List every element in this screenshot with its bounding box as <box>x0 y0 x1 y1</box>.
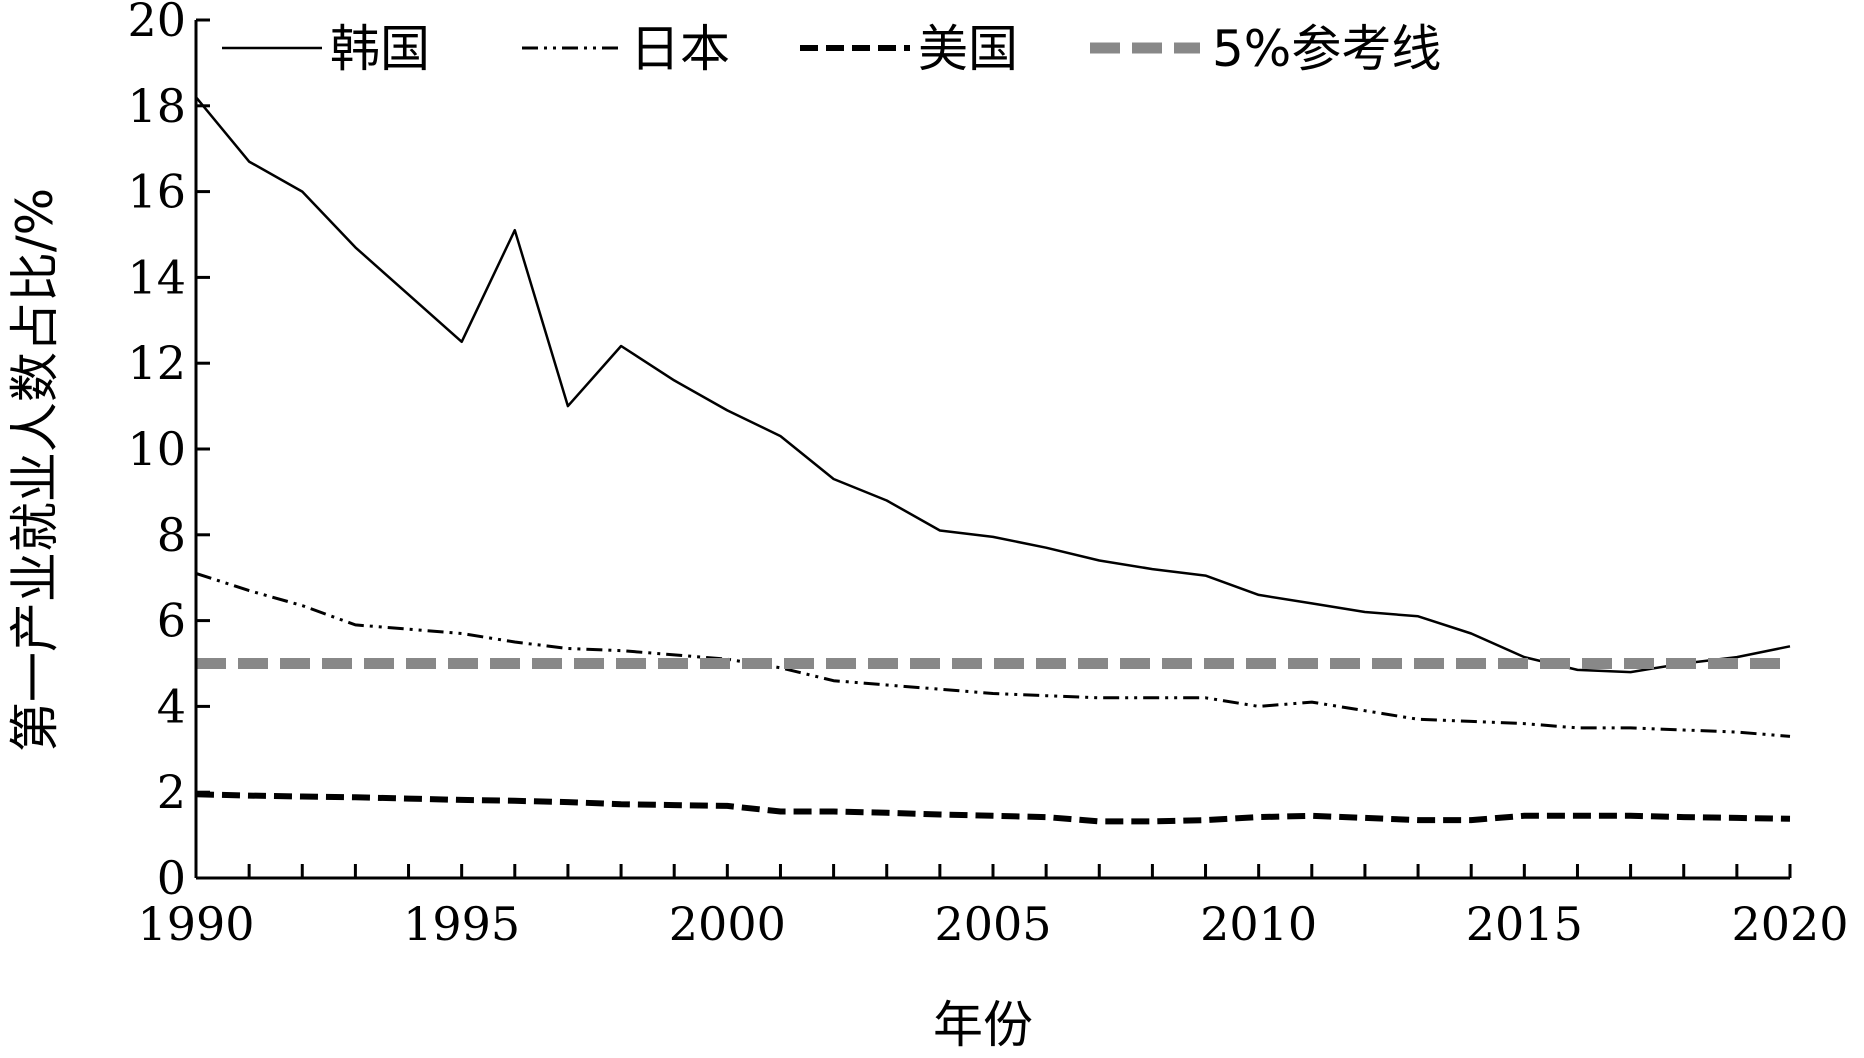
legend-label-1: 日本 <box>630 20 730 78</box>
y-tick-label: 10 <box>127 422 186 476</box>
x-tick-label: 2010 <box>1200 897 1317 951</box>
legend: 韩国 日本 美国 5%参考线 <box>222 20 1441 78</box>
x-tick-label: 2015 <box>1466 897 1583 951</box>
y-axis-title: 第一产业就业人数占比/% <box>6 188 64 752</box>
legend-label-2: 美国 <box>918 20 1018 78</box>
legend-label-0: 韩国 <box>330 20 430 78</box>
x-tick-label: 2000 <box>669 897 786 951</box>
y-tick-label: 4 <box>157 679 186 733</box>
y-tick-label: 20 <box>127 0 186 47</box>
y-tick-label: 16 <box>127 165 186 219</box>
y-tick-label: 0 <box>157 851 186 905</box>
x-tick-label: 1990 <box>137 897 254 951</box>
series-line-1 <box>195 571 1791 738</box>
series-line-2 <box>195 791 1791 825</box>
y-tick-label: 18 <box>127 79 186 133</box>
x-axis-title: 年份 <box>933 996 1033 1054</box>
x-tick-label: 2005 <box>934 897 1051 951</box>
y-tick-label: 6 <box>157 594 186 648</box>
y-tick-label: 8 <box>157 508 186 562</box>
y-tick-label: 2 <box>157 765 186 819</box>
x-ticks: 1990 1995 2000 2005 2010 2015 2020 <box>137 864 1849 951</box>
legend-label-3: 5%参考线 <box>1212 20 1441 78</box>
chart-axes <box>194 20 1790 880</box>
series-line-0 <box>195 96 1791 674</box>
chart-marks <box>195 96 1791 825</box>
x-tick-label: 2020 <box>1731 897 1848 951</box>
y-ticks: 0 2 4 6 8 10 12 14 16 18 20 <box>127 0 210 905</box>
x-tick-label: 1995 <box>403 897 520 951</box>
y-tick-label: 12 <box>127 336 186 390</box>
y-tick-label: 14 <box>127 250 186 304</box>
